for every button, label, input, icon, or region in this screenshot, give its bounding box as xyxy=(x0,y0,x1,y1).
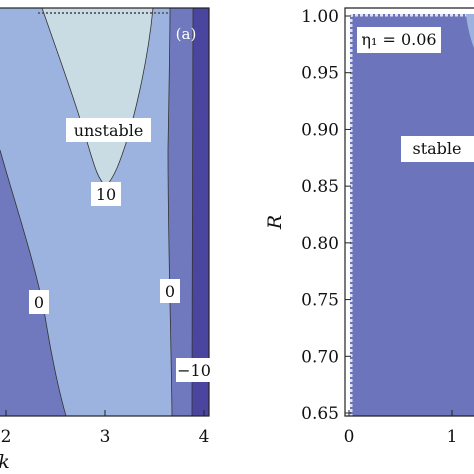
panel-b-y-tick-label: 0.80 xyxy=(301,234,339,254)
contour-label-neg-10: −10 xyxy=(176,358,212,382)
panel-a-x-tick-label-4: 4 xyxy=(199,427,210,447)
svg-text:stable: stable xyxy=(412,139,461,158)
stable-label: stable xyxy=(401,136,474,162)
eta-annotation: η₁ = 0.06 xyxy=(357,27,441,53)
svg-text:0: 0 xyxy=(165,282,175,301)
contour-label-0-left: 0 xyxy=(29,290,49,314)
region-level-neg-10 xyxy=(192,8,209,416)
panel-a-frame xyxy=(0,7,210,417)
panel-a-regions xyxy=(0,8,209,416)
panel-b-y-tick-label: 0.70 xyxy=(301,347,339,367)
contour-label-10: 10 xyxy=(91,182,121,206)
panel-b-edges xyxy=(350,14,474,416)
region-stable xyxy=(350,14,474,416)
panel-b-y-tick-label: 0.85 xyxy=(301,177,339,197)
contour-label-0-right: 0 xyxy=(160,279,180,303)
svg-text:0: 0 xyxy=(34,293,44,312)
svg-text:10: 10 xyxy=(96,185,116,204)
panel-b-frame xyxy=(344,7,474,417)
panel-b-y-axis: 0.65 0.70 0.75 0.80 0.85 0.90 0.95 1.00 xyxy=(301,7,351,424)
region-upper-right-corner xyxy=(466,14,474,48)
panel-b-y-tick-label: 0.95 xyxy=(301,64,339,84)
panel-a-x-tick-label-2: 2 xyxy=(1,427,12,447)
panel-a-x-tick-label-3: 3 xyxy=(100,427,111,447)
panel-b-x-tick-label-0: 0 xyxy=(344,427,355,447)
svg-text:−10: −10 xyxy=(177,361,211,380)
svg-text:unstable: unstable xyxy=(74,121,144,140)
svg-text:η₁ = 0.06: η₁ = 0.06 xyxy=(361,30,436,49)
panel-a-x-ticks xyxy=(5,410,205,416)
panel-b-y-tick-label: 0.90 xyxy=(301,120,339,140)
panel-b-y-tick-label: 0.75 xyxy=(301,291,339,311)
region-level-neg-left xyxy=(0,150,66,416)
panel-b-x-tick-label-1: 1 xyxy=(447,427,458,447)
panel-b-contour-plot: η₁ = 0.06 stable 0.65 0.70 0.75 0.80 0.85 0.9… xyxy=(264,7,474,447)
panel-a-tag: (a) xyxy=(176,25,197,43)
panel-b-y-axis-title: R xyxy=(264,215,286,230)
panel-b-x-ticks xyxy=(348,410,453,416)
contour-label-unstable: unstable xyxy=(66,118,151,142)
panel-b-y-tick-label: 1.00 xyxy=(301,7,339,27)
panel-b-y-tick-label: 0.65 xyxy=(301,404,339,424)
panel-a-contour-plot: (a) unstable 10 0 0 −10 2 3 4 k xyxy=(0,7,212,473)
panel-a-x-axis-title: k xyxy=(0,451,10,473)
